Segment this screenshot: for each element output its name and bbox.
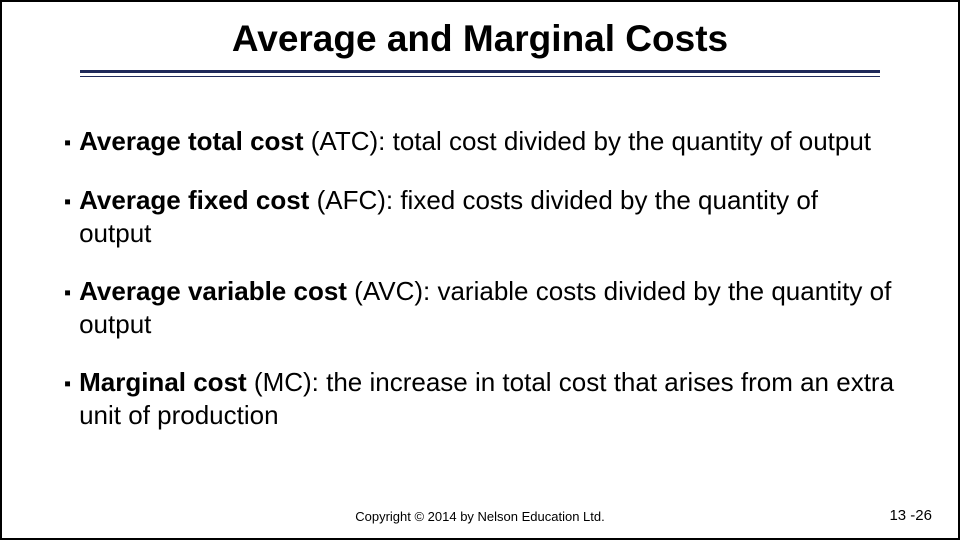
definition: (ATC): total cost divided by the quantit…: [304, 126, 871, 156]
footer: Copyright © 2014 by Nelson Education Ltd…: [2, 509, 958, 524]
list-item: ▪ Average total cost (ATC): total cost d…: [64, 125, 896, 158]
term: Average fixed cost: [79, 185, 309, 215]
bullet-marker-icon: ▪: [64, 369, 71, 399]
list-item: ▪ Marginal cost (MC): the increase in to…: [64, 366, 896, 431]
bullet-marker-icon: ▪: [64, 187, 71, 217]
copyright-text: Copyright © 2014 by Nelson Education Ltd…: [2, 509, 958, 524]
title-underline: [80, 70, 880, 77]
title-area: Average and Marginal Costs: [2, 2, 958, 77]
term: Average total cost: [79, 126, 303, 156]
bullet-text: Marginal cost (MC): the increase in tota…: [79, 366, 896, 431]
slide: Average and Marginal Costs ▪ Average tot…: [0, 0, 960, 540]
list-item: ▪ Average fixed cost (AFC): fixed costs …: [64, 184, 896, 249]
slide-title: Average and Marginal Costs: [232, 18, 728, 60]
page-number: 13 -26: [889, 507, 932, 524]
list-item: ▪ Average variable cost (AVC): variable …: [64, 275, 896, 340]
bullet-text: Average fixed cost (AFC): fixed costs di…: [79, 184, 896, 249]
bullet-marker-icon: ▪: [64, 278, 71, 308]
bullet-text: Average variable cost (AVC): variable co…: [79, 275, 896, 340]
term: Average variable cost: [79, 276, 347, 306]
bullet-marker-icon: ▪: [64, 128, 71, 158]
bullet-text: Average total cost (ATC): total cost div…: [79, 125, 871, 158]
content-area: ▪ Average total cost (ATC): total cost d…: [2, 77, 958, 431]
term: Marginal cost: [79, 367, 247, 397]
